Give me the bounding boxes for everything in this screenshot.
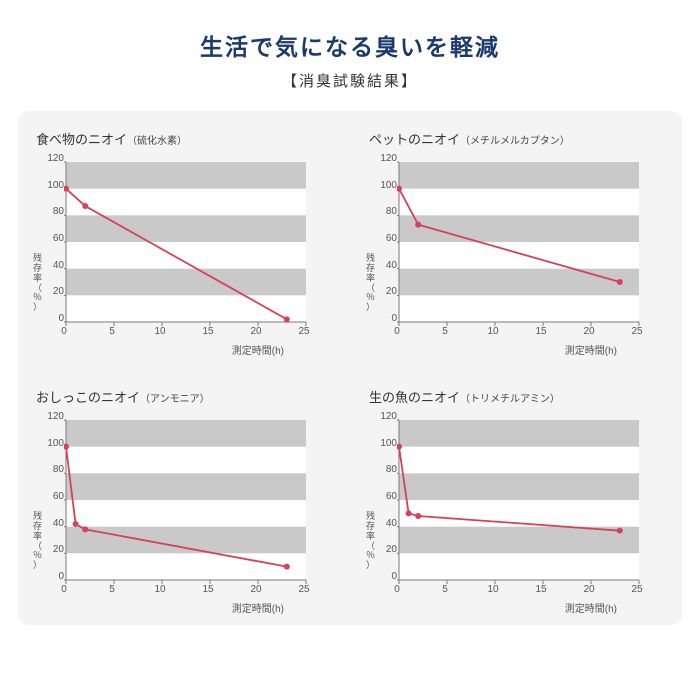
chart-cell: 食べ物のニオイ（硫化水素） 残 存 率 （ ％ ）120100806040200 0…	[30, 129, 337, 357]
x-axis-label: 測定時間(h)	[64, 342, 304, 357]
x-axis-label: 測定時間(h)	[397, 342, 637, 357]
x-tick: 25	[629, 584, 645, 595]
y-ticks: 120100806040200	[375, 160, 397, 320]
chart-wrap: 残 存 率 （ ％ ）120100806040200 0 5 10 15 20 25 測定時間…	[30, 160, 337, 357]
data-marker	[617, 279, 623, 285]
y-ticks: 120100806040200	[42, 418, 64, 578]
chart-grid: 食べ物のニオイ（硫化水素）残 存 率 （ ％ ）1201008060402000…	[18, 111, 682, 625]
data-marker	[82, 203, 88, 209]
grid-band	[66, 420, 306, 447]
x-tick: 15	[533, 326, 549, 337]
x-tick: 0	[389, 326, 405, 337]
x-tick: 20	[581, 584, 597, 595]
x-tick: 0	[389, 584, 405, 595]
grid-band	[66, 473, 306, 500]
chart-plot	[397, 418, 643, 584]
x-tick: 25	[296, 584, 312, 595]
chart-title-sub: （アンモニア）	[140, 394, 210, 405]
chart-plot	[64, 160, 310, 326]
y-axis-label: 残 存 率 （ ％ ）	[363, 418, 375, 615]
chart-plot	[64, 418, 310, 584]
grid-band	[399, 473, 639, 500]
x-tick: 15	[200, 326, 216, 337]
x-axis-label: 測定時間(h)	[397, 600, 637, 615]
chart-title-main: 生の魚のニオイ	[369, 390, 460, 405]
x-tick: 25	[296, 326, 312, 337]
root: 生活で気になる臭いを軽減 【消臭試験結果】 食べ物のニオイ（硫化水素） 残 存 率…	[0, 0, 700, 700]
chart-title-main: おしっこのニオイ	[36, 390, 140, 405]
data-marker	[73, 521, 79, 527]
chart-title: おしっこのニオイ（アンモニア）	[36, 387, 337, 406]
x-tick: 10	[485, 326, 501, 337]
chart-title-main: 食べ物のニオイ	[36, 132, 127, 147]
data-marker	[406, 510, 412, 516]
chart-wrap: 残 存 率 （ ％ ）120100806040200 0 5 10 15 20 25 測定時間…	[363, 160, 670, 357]
y-axis-label: 残 存 率 （ ％ ）	[363, 160, 375, 357]
y-ticks: 120100806040200	[42, 160, 64, 320]
x-tick: 20	[581, 326, 597, 337]
chart-plot	[397, 160, 643, 326]
chart-title-sub: （トリメチルアミン）	[460, 394, 560, 405]
x-ticks: 0510152025	[397, 326, 637, 338]
grid-band	[66, 162, 306, 189]
chart-title-sub: （硫化水素）	[127, 136, 187, 147]
grid-band	[66, 215, 306, 242]
x-tick: 15	[200, 584, 216, 595]
chart-title: 生の魚のニオイ（トリメチルアミン）	[369, 387, 670, 406]
x-tick: 10	[485, 584, 501, 595]
x-tick: 15	[533, 584, 549, 595]
x-tick: 20	[248, 584, 264, 595]
grid-band	[399, 269, 639, 296]
x-tick: 0	[56, 326, 72, 337]
grid-band	[399, 162, 639, 189]
chart-title: ペットのニオイ（メチルメルカプタン）	[369, 129, 670, 148]
x-tick: 10	[152, 326, 168, 337]
data-marker	[415, 513, 421, 519]
x-tick: 0	[56, 584, 72, 595]
data-marker	[284, 564, 290, 570]
x-tick: 25	[629, 326, 645, 337]
x-axis-label: 測定時間(h)	[64, 600, 304, 615]
page-subtitle: 【消臭試験結果】	[0, 70, 700, 91]
x-tick: 5	[104, 326, 120, 337]
grid-band	[399, 420, 639, 447]
data-marker	[617, 528, 623, 534]
chart-cell: ペットのニオイ（メチルメルカプタン） 残 存 率 （ ％ ）12010080604…	[363, 129, 670, 357]
chart-wrap: 残 存 率 （ ％ ）120100806040200 0 5 10 15 20 25 測定時間…	[363, 418, 670, 615]
x-ticks: 0510152025	[64, 326, 304, 338]
x-tick: 20	[248, 326, 264, 337]
grid-band	[66, 527, 306, 554]
grid-band	[399, 527, 639, 554]
data-marker	[284, 316, 290, 322]
x-ticks: 0510152025	[64, 584, 304, 596]
x-tick: 5	[104, 584, 120, 595]
grid-band	[66, 269, 306, 296]
x-tick: 10	[152, 584, 168, 595]
page-title: 生活で気になる臭いを軽減	[0, 28, 700, 62]
data-marker	[82, 526, 88, 532]
data-marker	[415, 222, 421, 228]
chart-cell: おしっこのニオイ（アンモニア） 残 存 率 （ ％ ）12010080604020…	[30, 387, 337, 615]
x-tick: 5	[437, 326, 453, 337]
y-ticks: 120100806040200	[375, 418, 397, 578]
chart-title-main: ペットのニオイ	[369, 132, 460, 147]
chart-cell: 生の魚のニオイ（トリメチルアミン） 残 存 率 （ ％ ）120100806040…	[363, 387, 670, 615]
y-axis-label: 残 存 率 （ ％ ）	[30, 418, 42, 615]
chart-wrap: 残 存 率 （ ％ ）120100806040200 0 5 10 15 20 25 測定時間…	[30, 418, 337, 615]
x-ticks: 0510152025	[397, 584, 637, 596]
x-tick: 5	[437, 584, 453, 595]
y-axis-label: 残 存 率 （ ％ ）	[30, 160, 42, 357]
chart-title: 食べ物のニオイ（硫化水素）	[36, 129, 337, 148]
chart-title-sub: （メチルメルカプタン）	[460, 136, 570, 147]
